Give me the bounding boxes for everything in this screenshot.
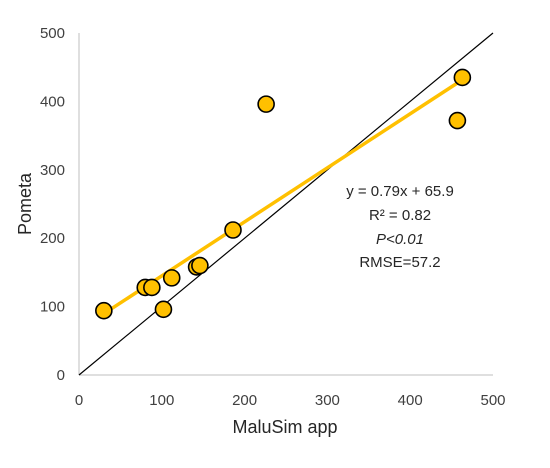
x-axis-title: MaluSim app	[232, 417, 337, 437]
data-point	[257, 95, 275, 113]
regression-annotations: y = 0.79x + 65.9 R² = 0.82 P<0.01 RMSE=5…	[346, 183, 454, 271]
y-tick-label: 400	[40, 93, 65, 110]
y-tick-label: 300	[40, 162, 65, 179]
x-tick-label: 0	[75, 392, 83, 409]
annotation-p-value: P<0.01	[376, 231, 424, 248]
x-tick-label: 200	[232, 392, 257, 409]
reference-line-1to1	[78, 32, 494, 376]
data-point	[191, 256, 209, 275]
x-tick-labels: 0 100 200 300 400 500	[75, 392, 506, 409]
y-tick-label: 100	[40, 299, 65, 316]
annotation-rmse: RMSE=57.2	[359, 254, 440, 271]
data-point	[95, 301, 113, 320]
x-tick-label: 400	[398, 392, 423, 409]
annotation-r-squared: R² = 0.82	[369, 207, 431, 224]
data-point	[448, 111, 467, 130]
data-point	[143, 278, 161, 297]
data-point	[453, 68, 472, 87]
data-point	[162, 269, 181, 287]
y-tick-labels: 0 100 200 300 400 500	[40, 25, 65, 384]
y-tick-label: 500	[40, 25, 65, 42]
data-points	[95, 68, 472, 320]
y-tick-label: 200	[40, 230, 65, 247]
x-tick-label: 500	[480, 392, 505, 409]
annotation-equation: y = 0.79x + 65.9	[346, 183, 454, 200]
x-tick-label: 100	[149, 392, 174, 409]
y-tick-label: 0	[57, 367, 65, 384]
y-axis-title: Pometa	[15, 172, 35, 235]
data-point	[224, 221, 242, 239]
data-point	[154, 300, 173, 319]
axes	[78, 33, 493, 376]
x-tick-label: 300	[315, 392, 340, 409]
